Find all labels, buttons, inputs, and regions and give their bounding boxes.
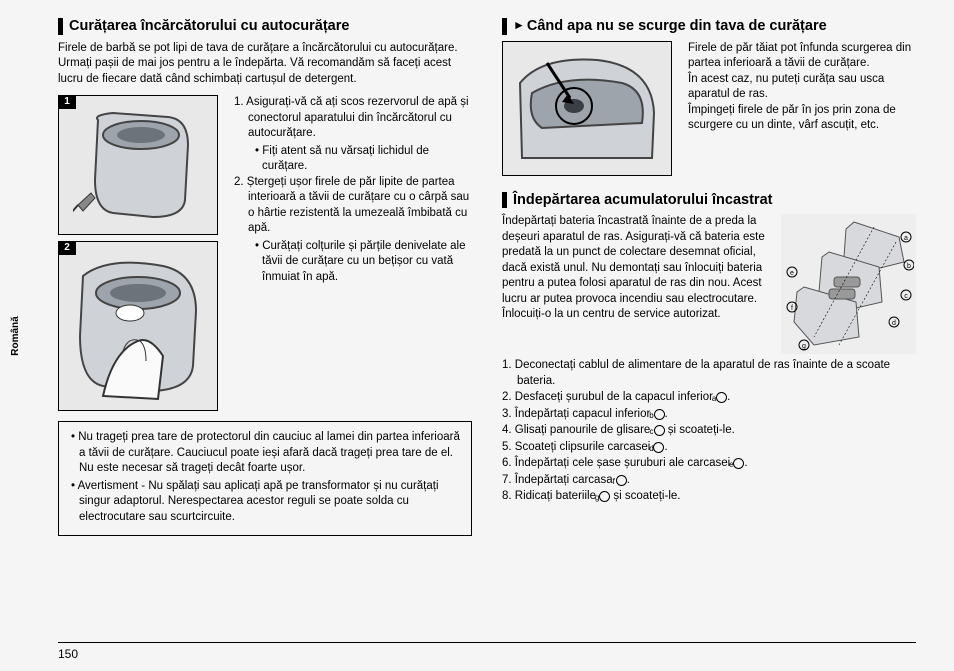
language-side-label: Română (10, 316, 21, 355)
battery-exploded-figure: a b c d e f g (781, 214, 916, 354)
battery-step-3: 3. Îndepărtați capacul inferior b. (502, 407, 916, 423)
ref-a: a (716, 392, 727, 403)
battery-row: Îndepărtați bateria încastrată înainte d… (502, 214, 916, 354)
left-heading: Curățarea încărcătorului cu autocurățare (58, 18, 472, 35)
svg-text:d: d (892, 320, 896, 327)
figure-stack: 1 2 (58, 95, 218, 411)
figure-1: 1 (58, 95, 218, 235)
step-2-bullet: Curățați colțurile și părțile denivelate… (234, 239, 472, 286)
ref-f: f (616, 475, 627, 486)
warning-item-1: Nu trageți prea tare de protectorul din … (69, 430, 461, 477)
page-columns: Curățarea încărcătorului cu autocurățare… (30, 18, 924, 661)
drain-illustration (512, 48, 662, 168)
ref-b: b (654, 409, 665, 420)
figure-and-steps-row: 1 2 (58, 95, 472, 411)
ref-g: g (599, 491, 610, 502)
figure-2-number: 2 (58, 241, 76, 255)
warning-item-2: Avertisment - Nu spălați sau aplicați ap… (69, 479, 461, 526)
battery-step-8: 8. Ridicați bateriile g și scoateți-le. (502, 489, 916, 505)
battery-steps-list: 1. Deconectați cablul de alimentare de l… (502, 358, 916, 505)
wipe-illustration (68, 251, 208, 401)
left-intro: Firele de barbă se pot lipi de tava de c… (58, 41, 472, 88)
svg-text:f: f (791, 305, 793, 312)
ref-d: d (653, 442, 664, 453)
bottom-rule (58, 642, 916, 643)
battery-step-5: 5. Scoateți clipsurile carcasei d. (502, 440, 916, 456)
right-column: Când apa nu se scurge din tava de curăța… (502, 18, 924, 661)
battery-step-7: 7. Îndepărtați carcasa f. (502, 473, 916, 489)
battery-intro: Îndepărtați bateria încastrată înainte d… (502, 214, 771, 323)
figure-2: 2 (58, 241, 218, 411)
drain-row: Firele de păr tăiat pot înfunda scurgere… (502, 41, 916, 176)
left-steps: 1. Asigurați-vă că ați scos rezervorul d… (234, 95, 472, 411)
drain-figure (502, 41, 672, 176)
battery-step-1: 1. Deconectați cablul de alimentare de l… (502, 358, 916, 389)
ref-e: e (733, 458, 744, 469)
left-column: Curățarea încărcătorului cu autocurățare… (30, 18, 472, 661)
svg-text:c: c (904, 293, 908, 300)
step-2: 2. Ștergeți ușor firele de păr lipite de… (234, 175, 472, 237)
battery-step-6: 6. Îndepărtați cele șase șuruburi ale ca… (502, 456, 916, 472)
figure-1-number: 1 (58, 95, 76, 109)
ref-c: c (654, 425, 665, 436)
step-1-bullet: Fiți atent să nu vărsați lichidul de cur… (234, 144, 472, 175)
drain-text: Firele de păr tăiat pot înfunda scurgere… (688, 41, 916, 176)
base-unit-illustration (73, 105, 203, 225)
exploded-view-illustration: a b c d e f g (784, 217, 914, 352)
battery-step-4: 4. Glisați panourile de glisare c și sco… (502, 423, 916, 439)
svg-text:e: e (790, 270, 794, 277)
right-top-heading: Când apa nu se scurge din tava de curăța… (502, 18, 916, 35)
right-bottom-heading: Îndepărtarea acumulatorului încastrat (502, 192, 916, 209)
step-1: 1. Asigurați-vă că ați scos rezervorul d… (234, 95, 472, 142)
svg-text:a: a (904, 235, 908, 242)
page-number: 150 (58, 647, 78, 661)
svg-text:b: b (907, 263, 911, 270)
battery-step-2: 2. Desfaceți șurubul de la capacul infer… (502, 390, 916, 406)
warning-box: Nu trageți prea tare de protectorul din … (58, 421, 472, 536)
svg-text:g: g (802, 343, 806, 350)
